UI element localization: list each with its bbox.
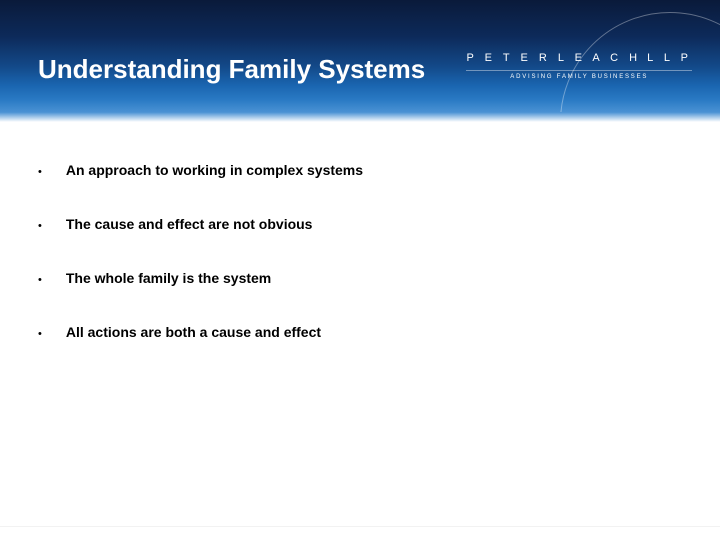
brand-tagline: ADVISING FAMILY BUSINESSES xyxy=(466,74,692,80)
list-item: • All actions are both a cause and effec… xyxy=(38,324,680,340)
brand-name-line: P E T E R L E A C HL L P xyxy=(466,48,692,66)
bullet-marker-icon: • xyxy=(38,329,42,340)
page-bottom-border xyxy=(0,526,720,540)
bullet-marker-icon: • xyxy=(38,275,42,286)
slide-title: Understanding Family Systems xyxy=(38,54,425,85)
list-item: • The whole family is the system xyxy=(38,270,680,286)
brand-divider xyxy=(466,70,692,71)
list-item: • An approach to working in complex syst… xyxy=(38,162,680,178)
slide-header: Understanding Family Systems P E T E R L… xyxy=(0,0,720,122)
bullet-list: • An approach to working in complex syst… xyxy=(38,162,680,340)
slide-content: • An approach to working in complex syst… xyxy=(38,162,680,378)
brand-name: P E T E R L E A C H xyxy=(466,52,641,64)
bullet-text: The cause and effect are not obvious xyxy=(66,216,313,232)
brand-block: P E T E R L E A C H L L P ADVISING FAMILY… xyxy=(466,48,692,80)
bullet-marker-icon: • xyxy=(38,221,42,232)
bullet-marker-icon: • xyxy=(38,167,42,178)
bullet-text: The whole family is the system xyxy=(66,270,271,286)
bullet-text: An approach to working in complex system… xyxy=(66,162,363,178)
bullet-text: All actions are both a cause and effect xyxy=(66,324,321,340)
brand-suffix: L L P xyxy=(647,52,692,64)
list-item: • The cause and effect are not obvious xyxy=(38,216,680,232)
